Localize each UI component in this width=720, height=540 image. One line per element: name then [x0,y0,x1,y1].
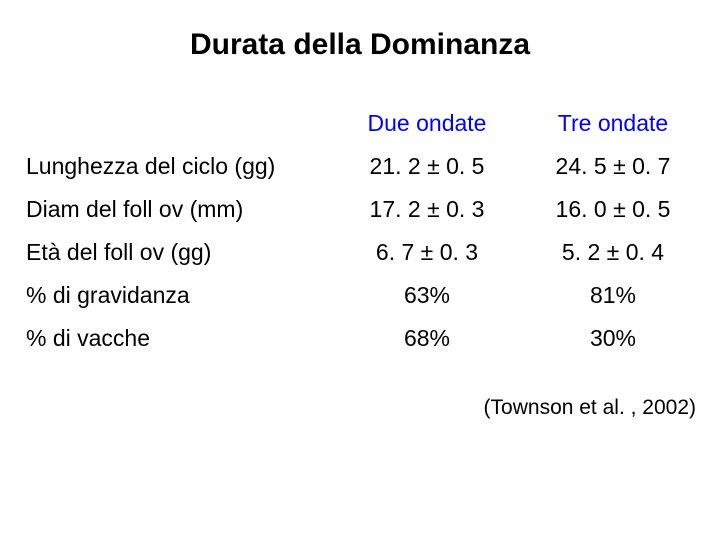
row-value: 68% [334,317,520,360]
row-label: % di gravidanza [18,274,334,317]
row-value: 6. 7 ± 0. 3 [334,231,520,274]
citation: (Townson et al. , 2002) [0,396,720,420]
row-value: 16. 0 ± 0. 5 [520,188,706,231]
table-row: Lunghezza del ciclo (gg) 21. 2 ± 0. 5 24… [18,145,706,188]
row-label: Lunghezza del ciclo (gg) [18,145,334,188]
row-value: 30% [520,317,706,360]
table-header-due-ondate: Due ondate [334,102,520,145]
table-header-tre-ondate: Tre ondate [520,102,706,145]
slide: Durata della Dominanza Due ondate Tre on… [0,0,720,540]
table-header-blank [18,102,334,145]
table-row: Età del foll ov (gg) 6. 7 ± 0. 3 5. 2 ± … [18,231,706,274]
row-value: 5. 2 ± 0. 4 [520,231,706,274]
row-value: 17. 2 ± 0. 3 [334,188,520,231]
row-value: 24. 5 ± 0. 7 [520,145,706,188]
table-row: Diam del foll ov (mm) 17. 2 ± 0. 3 16. 0… [18,188,706,231]
table-row: % di vacche 68% 30% [18,317,706,360]
row-label: Età del foll ov (gg) [18,231,334,274]
data-table: Due ondate Tre ondate Lunghezza del cicl… [18,102,706,360]
row-value: 63% [334,274,520,317]
row-label: % di vacche [18,317,334,360]
page-title: Durata della Dominanza [0,28,720,62]
row-value: 81% [520,274,706,317]
row-value: 21. 2 ± 0. 5 [334,145,520,188]
table-row: % di gravidanza 63% 81% [18,274,706,317]
table-header-row: Due ondate Tre ondate [18,102,706,145]
row-label: Diam del foll ov (mm) [18,188,334,231]
